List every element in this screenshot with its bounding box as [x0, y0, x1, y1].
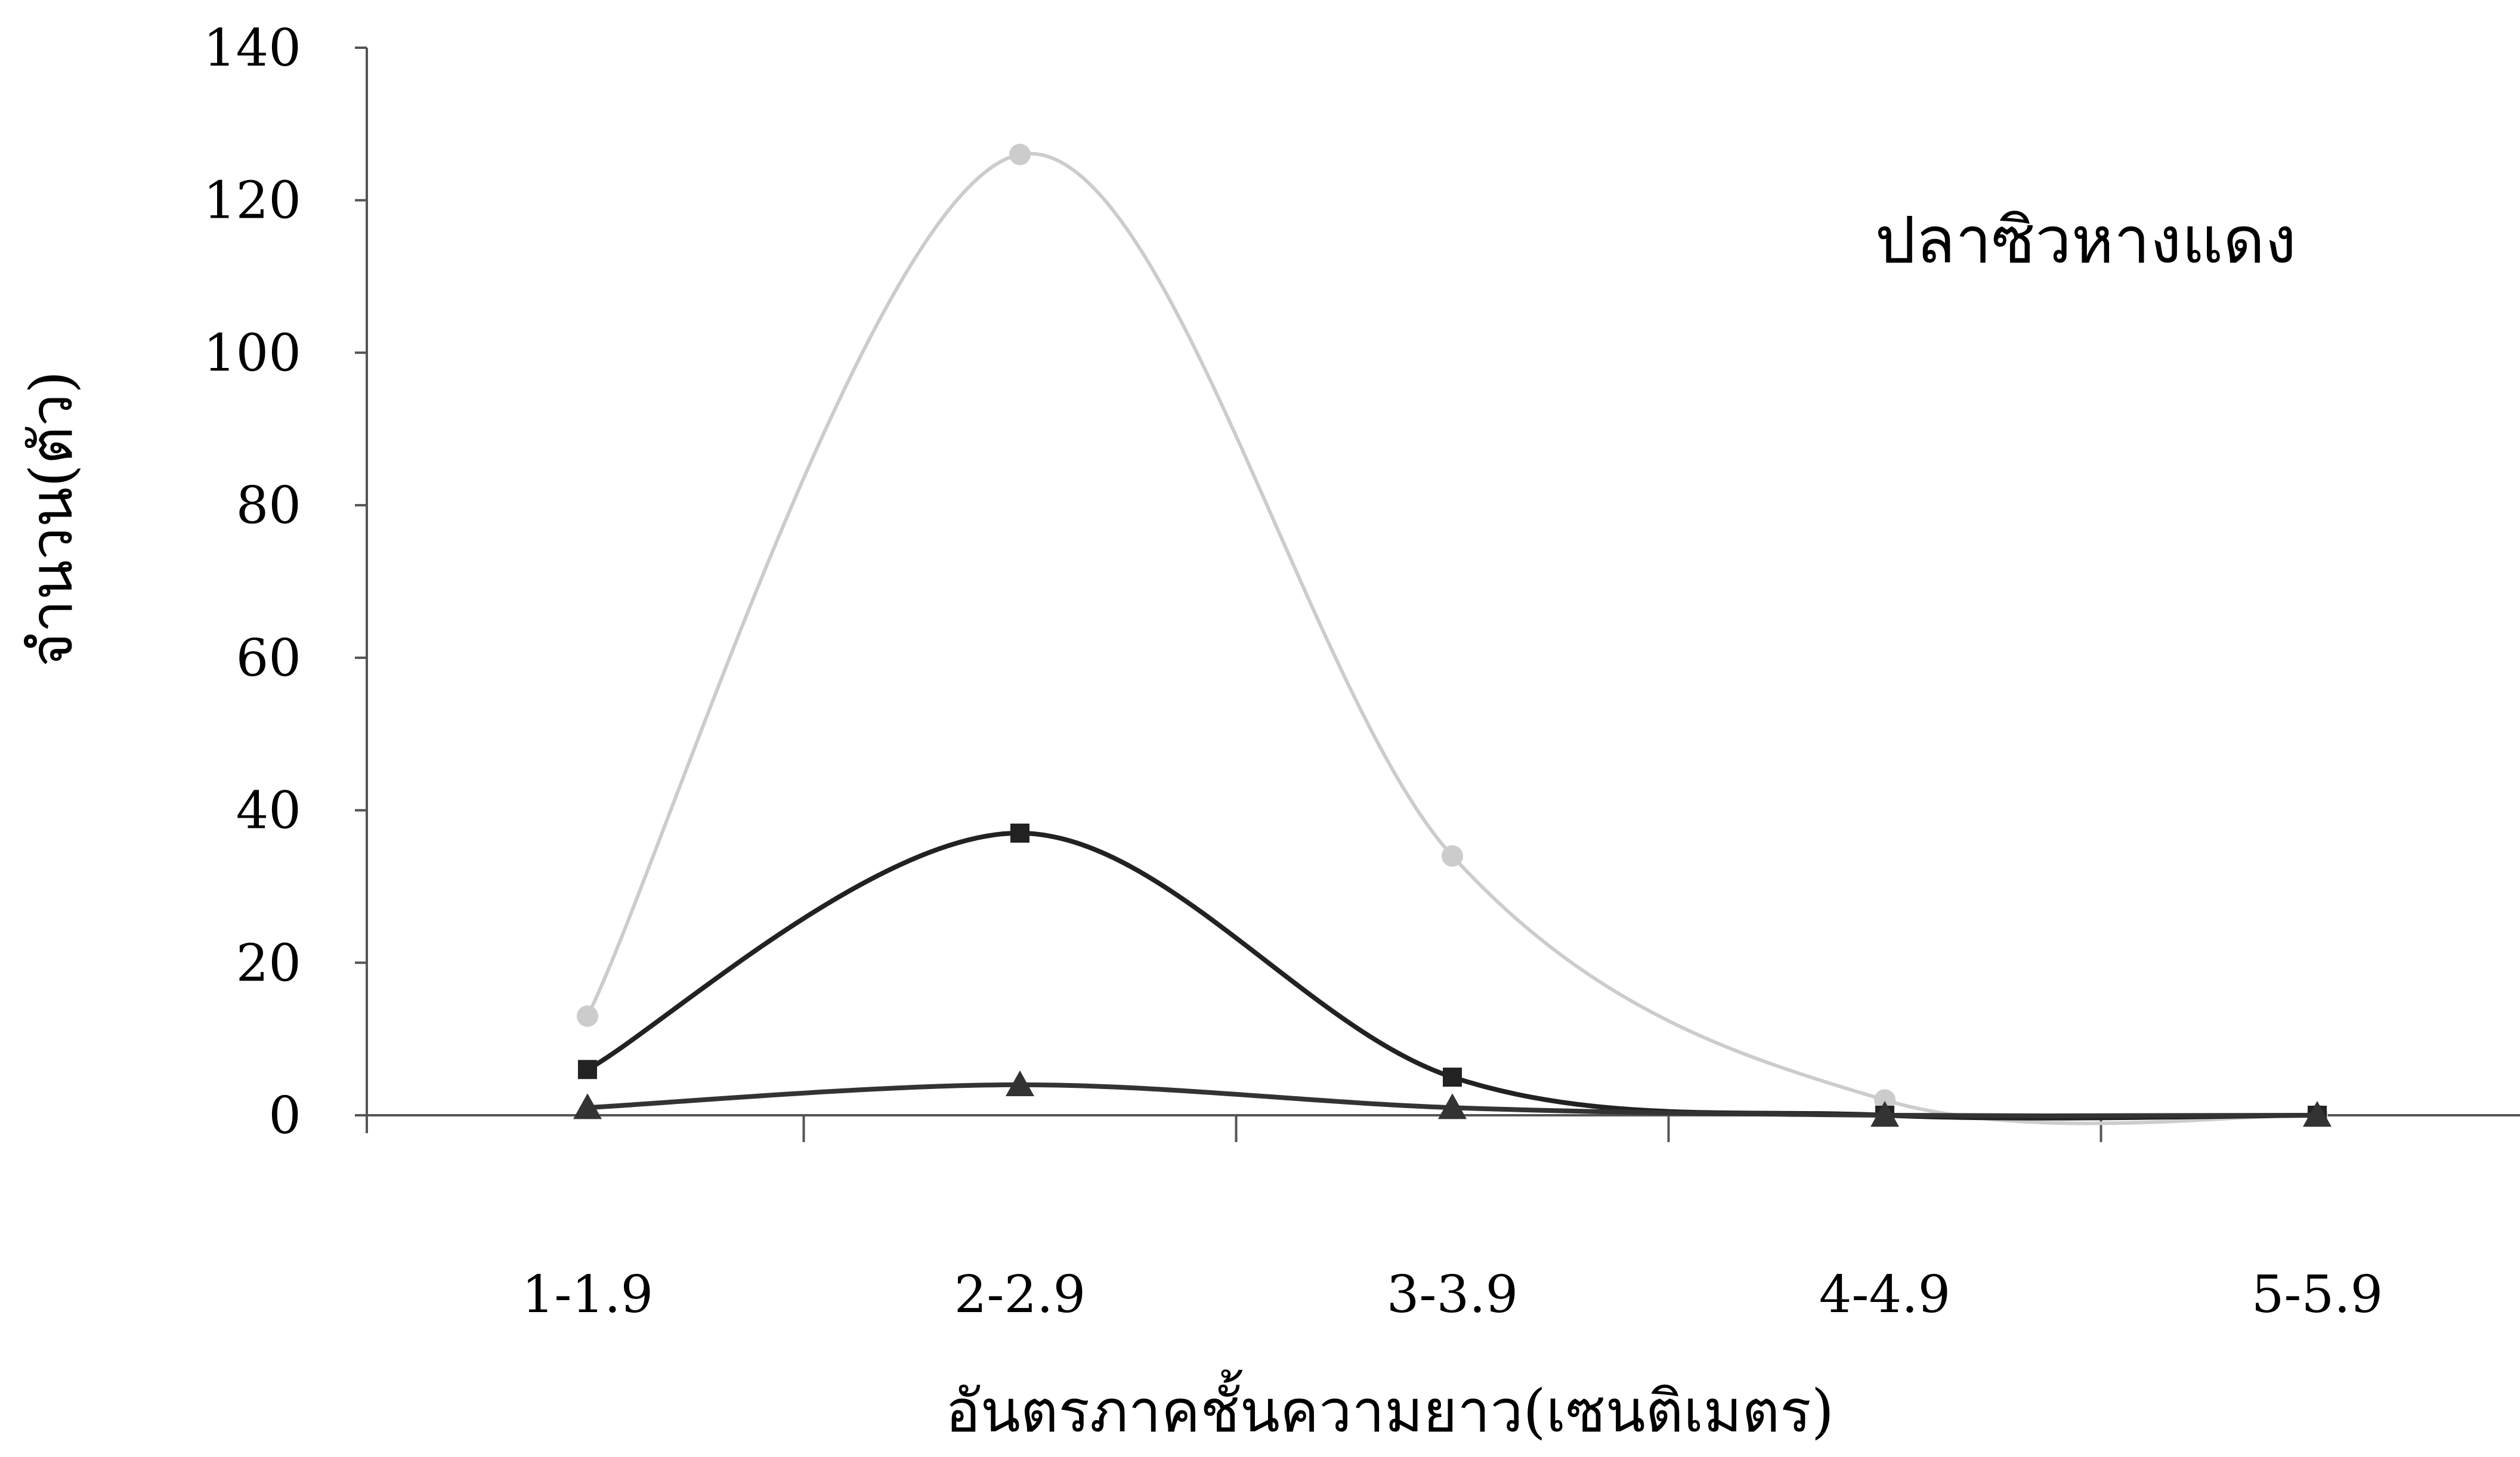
plot-area	[573, 144, 2332, 1127]
data-point	[1009, 144, 1031, 165]
data-point	[578, 1060, 597, 1079]
series-line	[586, 151, 2319, 1125]
y-tick-label: 0	[268, 1086, 301, 1146]
y-tick-label: 140	[203, 18, 301, 78]
data-point	[1438, 1093, 1467, 1119]
data-point	[1443, 1068, 1462, 1087]
data-point	[1874, 1089, 1896, 1111]
series-2	[578, 823, 2327, 1125]
data-point	[1870, 1101, 1899, 1127]
y-tick-label: 80	[236, 476, 301, 536]
y-tick-label: 20	[236, 933, 301, 993]
x-tick-label: 5-5.9	[2252, 1265, 2383, 1325]
data-point	[577, 1005, 598, 1027]
series-1	[577, 144, 2328, 1126]
x-axis-title: อันตรภาคชั้นความยาว(เซนติเมตร)	[945, 1369, 1834, 1446]
y-axis-title: จำนวน(ตัว)	[18, 371, 86, 667]
y-tick-label: 40	[236, 781, 301, 841]
data-point	[1442, 845, 1463, 867]
axes: 0 20 40 60 80 100 120 140 1-1.9 2-2.9 3-3.9 4-4.9 5-…	[203, 18, 2520, 1325]
y-tick-label: 120	[203, 171, 301, 231]
x-tick-label: 2-2.9	[954, 1265, 1086, 1325]
y-tick-label: 100	[203, 323, 301, 383]
x-tick-label: 4-4.9	[1819, 1265, 1951, 1325]
chart-title: ปลาซิวหางแดง	[1875, 203, 2296, 278]
y-tick-label: 60	[236, 629, 301, 688]
data-point	[1006, 1070, 1034, 1097]
x-tick-label: 3-3.9	[1387, 1265, 1519, 1325]
data-point	[2303, 1101, 2332, 1127]
series-3	[573, 1070, 2332, 1127]
data-point	[573, 1093, 602, 1119]
data-point	[1010, 823, 1029, 843]
x-tick-label: 1-1.9	[522, 1265, 654, 1325]
